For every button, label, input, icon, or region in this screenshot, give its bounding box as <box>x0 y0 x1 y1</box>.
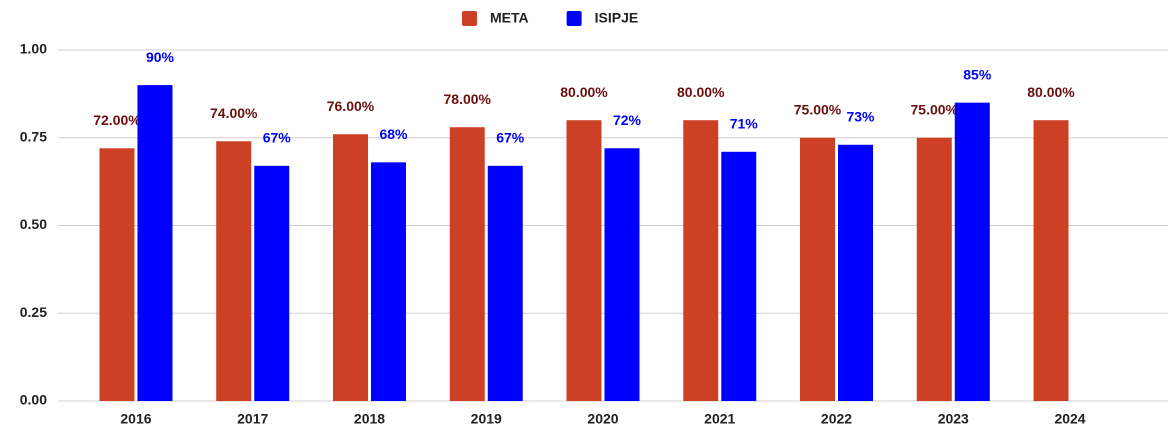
data-label: 80.00% <box>677 84 725 100</box>
x-tick-label: 2022 <box>821 411 852 427</box>
bar <box>332 134 368 402</box>
bar <box>916 137 952 401</box>
bar <box>566 120 602 401</box>
data-label: 72.00% <box>93 112 141 128</box>
y-tick-label: 0.50 <box>20 216 47 232</box>
data-label: 73% <box>846 108 875 124</box>
bar <box>954 102 990 402</box>
bar <box>216 141 252 401</box>
data-label: 78.00% <box>444 91 492 107</box>
data-label: 72% <box>613 112 642 128</box>
x-tick-label: 2021 <box>704 411 735 427</box>
data-label: 68% <box>379 126 408 142</box>
data-label: 80.00% <box>1027 84 1075 100</box>
data-label: 75.00% <box>794 101 842 117</box>
x-tick-label: 2017 <box>237 411 268 427</box>
bar <box>800 137 836 401</box>
legend-label: ISIPJE <box>595 10 639 26</box>
x-tick-label: 2016 <box>120 411 151 427</box>
legend-swatch <box>566 11 582 26</box>
bar <box>721 151 757 401</box>
data-label: 67% <box>496 130 525 146</box>
data-label: 76.00% <box>327 98 375 114</box>
bar <box>449 127 485 401</box>
bar <box>99 148 135 401</box>
bar <box>604 148 640 401</box>
y-tick-label: 0.25 <box>20 304 47 320</box>
bar <box>1033 120 1069 401</box>
x-tick-label: 2024 <box>1054 411 1085 427</box>
y-tick-label: 0.00 <box>20 392 47 408</box>
data-label: 74.00% <box>210 105 258 121</box>
data-label: 67% <box>263 130 292 146</box>
y-tick-label: 1.00 <box>20 41 47 57</box>
legend-swatch <box>462 11 477 26</box>
data-label: 75.00% <box>911 101 959 117</box>
legend-label: META <box>490 10 529 26</box>
x-tick-label: 2019 <box>471 411 502 427</box>
data-label: 80.00% <box>560 84 608 100</box>
data-label: 85% <box>963 66 992 82</box>
data-label: 90% <box>146 49 175 65</box>
bar <box>487 165 523 401</box>
bar <box>370 162 406 401</box>
data-label: 71% <box>730 115 759 131</box>
bar <box>254 165 290 401</box>
x-tick-label: 2018 <box>354 411 385 427</box>
bar <box>137 85 173 401</box>
x-tick-label: 2020 <box>587 411 618 427</box>
y-tick-label: 0.75 <box>20 128 47 144</box>
x-tick-label: 2023 <box>938 411 969 427</box>
bar <box>683 120 719 401</box>
bar <box>838 144 874 401</box>
